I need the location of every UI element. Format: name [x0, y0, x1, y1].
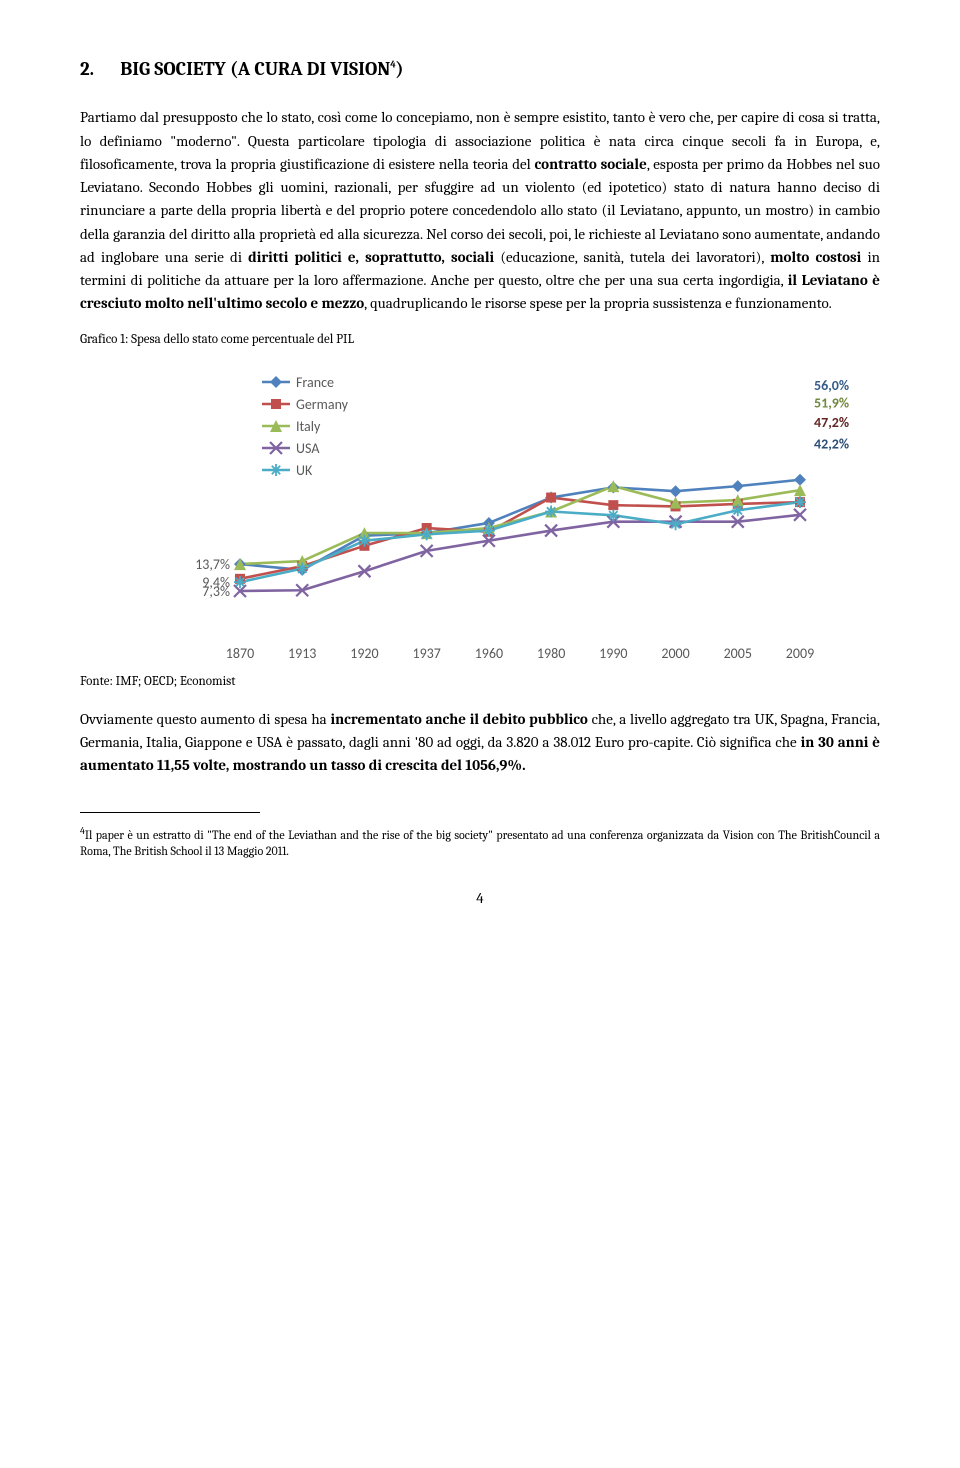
section-number: 2. — [80, 55, 116, 84]
section-heading: 2. BIG SOCIETY (A CURA DI VISION4) — [80, 55, 880, 84]
svg-text:USA: USA — [296, 440, 320, 457]
paragraph-2: Ovviamente questo aumento di spesa ha in… — [80, 708, 880, 778]
svg-text:42,2%: 42,2% — [814, 435, 849, 452]
paragraph-1: Partiamo dal presupposto che lo stato, c… — [80, 106, 880, 315]
svg-text:1937: 1937 — [412, 645, 440, 662]
svg-text:2005: 2005 — [724, 645, 752, 662]
svg-text:UK: UK — [296, 462, 313, 479]
svg-text:1980: 1980 — [537, 645, 565, 662]
line-chart: FranceGermanyItalyUSAUK13,7%9,4%7,3%56,0… — [120, 354, 880, 664]
svg-text:51,9%: 51,9% — [814, 394, 849, 411]
svg-text:Germany: Germany — [296, 396, 349, 413]
svg-text:2000: 2000 — [661, 645, 689, 662]
svg-text:1990: 1990 — [599, 645, 627, 662]
svg-text:7,3%: 7,3% — [202, 583, 230, 600]
footnote-rule — [80, 812, 260, 813]
svg-text:2009: 2009 — [786, 645, 814, 662]
svg-text:1870: 1870 — [226, 645, 254, 662]
svg-text:56,0%: 56,0% — [814, 377, 849, 394]
footnote: 4Il paper è un estratto di "The end of t… — [80, 825, 880, 859]
chart-container: FranceGermanyItalyUSAUK13,7%9,4%7,3%56,0… — [120, 354, 880, 664]
section-title-text: BIG SOCIETY (A CURA DI VISION4) — [120, 58, 403, 80]
svg-text:Italy: Italy — [296, 418, 321, 435]
svg-text:1960: 1960 — [475, 645, 503, 662]
svg-text:France: France — [296, 374, 334, 391]
page-number: 4 — [80, 887, 880, 910]
chart-caption: Grafico 1: Spesa dello stato come percen… — [80, 330, 880, 350]
svg-text:13,7%: 13,7% — [195, 556, 230, 573]
chart-source: Fonte: IMF; OECD; Economist — [80, 672, 880, 692]
svg-text:47,2%: 47,2% — [814, 414, 849, 431]
svg-text:1920: 1920 — [350, 645, 378, 662]
svg-text:1913: 1913 — [288, 645, 316, 662]
